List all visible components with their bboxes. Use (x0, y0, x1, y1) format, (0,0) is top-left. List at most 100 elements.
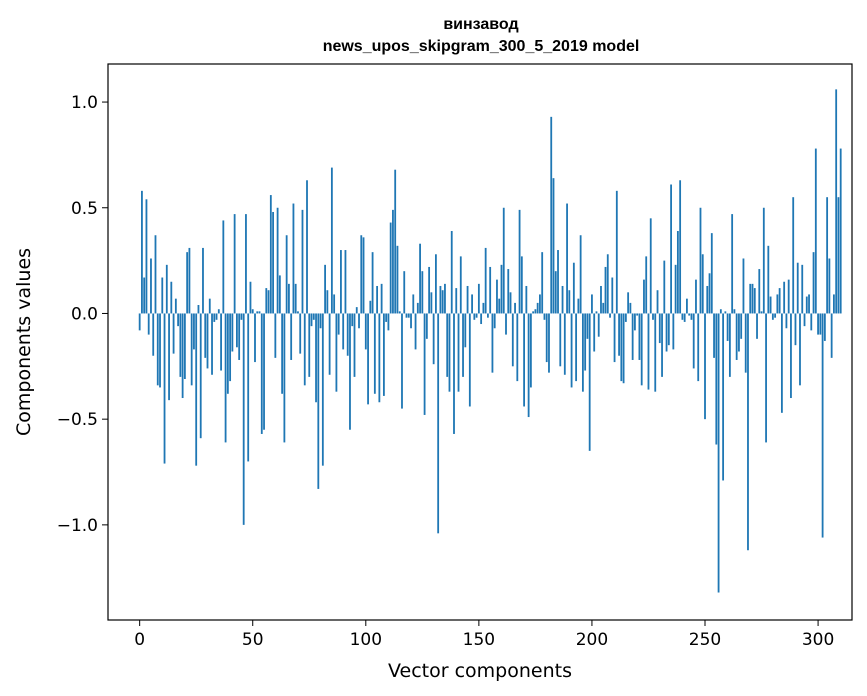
bar-72 (301, 209, 304, 314)
bar-236 (672, 313, 675, 350)
bar-158 (496, 279, 498, 314)
bar-53 (258, 311, 261, 314)
bar-92 (346, 313, 349, 356)
bar-183 (552, 178, 555, 314)
bar-3 (145, 199, 148, 314)
bar-186 (559, 313, 562, 367)
bar-171 (525, 285, 528, 314)
bar-80 (319, 313, 322, 329)
bar-222 (640, 313, 643, 386)
bar-98 (360, 235, 363, 314)
bar-34 (215, 313, 218, 320)
bar-192 (572, 262, 575, 314)
bar-64 (283, 313, 286, 443)
bar-275 (760, 311, 763, 314)
bar-257 (719, 309, 722, 314)
bar-69 (294, 283, 297, 314)
bar-178 (541, 252, 544, 314)
chart-title-line2: news_upos_skipgram_300_5_2019 model (323, 38, 640, 55)
bar-142 (459, 256, 462, 314)
bar-209 (611, 277, 614, 314)
bar-300 (817, 313, 819, 335)
x-tick-label-2: 100 (350, 630, 382, 650)
bar-269 (747, 313, 749, 551)
bar-155 (489, 266, 492, 314)
bar-88 (337, 313, 340, 335)
bar-51 (254, 313, 256, 363)
bar-206 (604, 266, 607, 314)
bar-54 (260, 313, 263, 434)
bar-221 (638, 313, 641, 360)
bar-18 (179, 313, 182, 377)
bar-224 (645, 256, 648, 314)
bar-304 (826, 197, 829, 314)
bar-1 (141, 190, 143, 314)
bar-235 (670, 184, 672, 314)
bar-132 (437, 313, 440, 534)
bar-79 (317, 313, 320, 489)
bar-125 (421, 271, 424, 314)
bar-238 (676, 231, 679, 314)
bar-167 (516, 313, 519, 382)
bar-205 (602, 302, 605, 314)
bar-78 (315, 313, 317, 403)
bar-123 (416, 302, 419, 314)
bar-61 (276, 207, 279, 314)
x-tick-label-1: 50 (242, 630, 264, 650)
bar-24 (193, 313, 195, 350)
bar-237 (674, 264, 677, 314)
bar-177 (539, 294, 541, 314)
bar-150 (477, 283, 480, 314)
bar-259 (724, 311, 727, 314)
bar-89 (340, 250, 342, 314)
bar-16 (174, 298, 177, 314)
bar-119 (407, 313, 410, 318)
bar-57 (267, 290, 270, 314)
bar-81 (321, 313, 324, 466)
bar-82 (324, 264, 326, 314)
bar-239 (679, 180, 682, 314)
bar-307 (833, 294, 835, 314)
bar-26 (197, 305, 200, 314)
bar-115 (398, 311, 401, 314)
bar-87 (335, 313, 338, 392)
bar-213 (620, 313, 623, 382)
bar-270 (749, 283, 752, 314)
bar-212 (618, 313, 620, 356)
bar-62 (278, 275, 281, 314)
x-tick-label-5: 250 (689, 630, 721, 650)
bar-86 (333, 294, 336, 314)
bar-166 (514, 302, 516, 314)
bar-140 (455, 288, 458, 314)
bar-75 (308, 313, 311, 377)
bar-67 (290, 313, 293, 360)
bar-114 (396, 245, 399, 314)
bar-126 (423, 313, 426, 415)
y-tick-label-4: 1.0 (71, 93, 98, 113)
bar-306 (830, 313, 833, 358)
bar-267 (742, 258, 745, 314)
bar-228 (654, 313, 657, 392)
bar-207 (606, 254, 609, 314)
bar-201 (593, 313, 596, 352)
bar-305 (828, 258, 831, 314)
bar-85 (330, 167, 333, 314)
bar-44 (238, 313, 241, 360)
bar-226 (649, 218, 652, 314)
bar-151 (480, 313, 483, 325)
bar-130 (432, 313, 435, 365)
bar-20 (183, 313, 186, 379)
x-tick-label-4: 200 (576, 630, 608, 650)
bar-309 (837, 197, 840, 314)
bar-109 (385, 313, 388, 322)
bar-35 (217, 309, 220, 314)
bar-147 (471, 294, 473, 314)
bar-285 (783, 281, 786, 314)
bar-247 (697, 313, 700, 382)
bar-195 (579, 235, 582, 314)
bar-100 (364, 313, 367, 350)
bar-308 (835, 89, 838, 314)
bar-8 (156, 313, 159, 386)
bar-230 (658, 313, 661, 344)
